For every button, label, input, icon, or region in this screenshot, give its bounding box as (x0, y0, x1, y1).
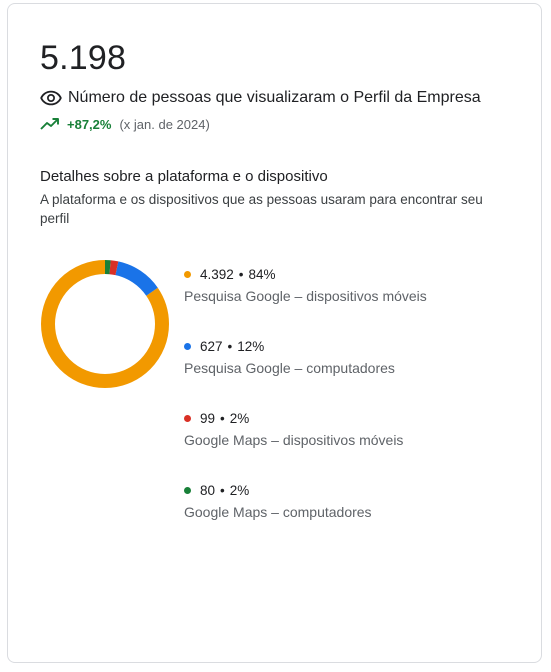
trending-up-icon (40, 118, 59, 130)
metric-row: Número de pessoas que visualizaram o Per… (40, 86, 481, 110)
legend-item: 99 • 2% Google Maps – dispositivos móveis (184, 408, 427, 480)
legend-value: 627 (200, 338, 223, 354)
legend-value-row: 99 • 2% (184, 408, 427, 428)
legend-value: 80 (200, 482, 216, 498)
legend-value: 99 (200, 410, 216, 426)
section-title: Detalhes sobre a plataforma e o disposit… (40, 168, 328, 185)
legend-color-dot (184, 486, 191, 494)
donut-slice (41, 260, 169, 388)
total-views-value: 5.198 (40, 39, 127, 77)
legend-label: Pesquisa Google – dispositivos móveis (184, 288, 427, 304)
trend-comparison: (x jan. de 2024) (119, 116, 210, 132)
trend-value: +87,2% (67, 116, 112, 132)
legend-item: 4.392 • 84% Pesquisa Google – dispositivos … (184, 264, 427, 336)
legend-label: Pesquisa Google – computadores (184, 360, 395, 376)
legend-item: 627 • 12% Pesquisa Google – computadores (184, 336, 427, 408)
legend-color-dot (184, 342, 191, 350)
legend-color-dot (184, 270, 191, 278)
legend-percent: 84% (248, 266, 276, 282)
eye-icon (40, 90, 62, 106)
chart-legend: 4.392 • 84% Pesquisa Google – dispositivos … (184, 264, 427, 552)
legend-separator: • (227, 338, 233, 354)
trend-row: +87,2% (x jan. de 2024) (40, 114, 210, 134)
legend-percent: 12% (237, 338, 265, 354)
legend-value-row: 4.392 • 84% (184, 264, 427, 284)
legend-percent: 2% (229, 410, 250, 426)
legend-separator: • (220, 482, 225, 498)
legend-separator: • (220, 410, 225, 426)
performance-card: 5.198 Número de pessoas que visualizaram… (7, 3, 542, 663)
legend-item: 80 • 2% Google Maps – computadores (184, 480, 427, 552)
legend-label: Google Maps – computadores (184, 504, 372, 520)
legend-color-dot (184, 414, 191, 422)
legend-value: 4.392 (200, 266, 234, 282)
section-description: A plataforma e os dispositivos que as pe… (40, 192, 483, 226)
legend-separator: • (238, 266, 244, 282)
metric-label: Número de pessoas que visualizaram o Per… (68, 89, 481, 106)
platform-donut-chart (41, 260, 169, 388)
legend-label: Google Maps – dispositivos móveis (184, 432, 404, 448)
legend-percent: 2% (229, 482, 250, 498)
legend-value-row: 80 • 2% (184, 480, 427, 500)
legend-value-row: 627 • 12% (184, 336, 427, 356)
